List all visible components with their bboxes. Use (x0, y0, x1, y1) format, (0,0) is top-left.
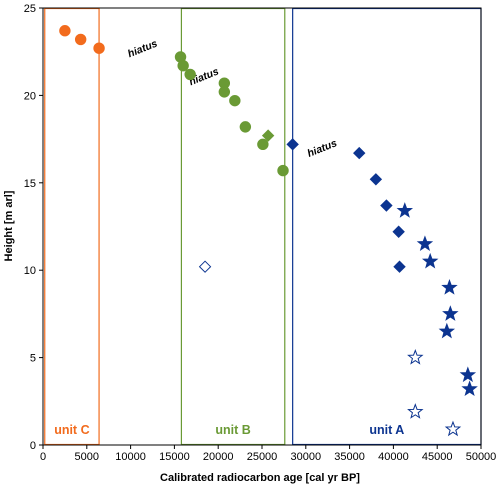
unit-a-diamond-point (369, 173, 383, 186)
unit-a-star-point (461, 380, 478, 397)
unit-a-star-point (438, 322, 456, 339)
hiatus-label: hiatus (126, 38, 159, 61)
unit-c-circle-point (59, 25, 71, 37)
plot-frame (42, 7, 482, 446)
x-tick-label: 25000 (247, 451, 278, 463)
unit-c-circle-point (74, 33, 87, 46)
y-axis-title: Height [m arl] (3, 190, 15, 261)
y-tick-label: 0 (30, 440, 36, 452)
unit-boxes: unit C unit B unit A (44, 7, 482, 446)
data-points (59, 25, 478, 437)
unit-a-diamond-point (380, 199, 393, 212)
x-tick-label: 35000 (334, 451, 365, 463)
x-tick-label: 0 (40, 451, 46, 463)
unit-a-box (292, 7, 482, 446)
unit-a-star-point (442, 305, 459, 321)
unit-b-circle-point (239, 121, 252, 133)
unit-a-star-point (459, 366, 477, 383)
unit-b-circle-point (229, 94, 241, 107)
axes: 0 5000 10000 15000 20000 25000 30000 35000 40000… (24, 3, 497, 463)
unit-b-circle-point (257, 138, 269, 151)
unit-c-circle-point (93, 42, 105, 54)
unit-b-circle-point (218, 86, 231, 98)
unit-a-label: unit A (369, 423, 404, 437)
y-tick-label: 5 (30, 353, 36, 365)
unit-b-circle-point (184, 68, 196, 81)
unit-a-diamond-point (353, 146, 366, 160)
x-tick-label: 40000 (378, 451, 409, 463)
unit-a-star-point (441, 279, 458, 295)
x-tick-label: 5000 (75, 451, 99, 463)
x-tick-label: 10000 (115, 451, 146, 463)
x-tick-label: 45000 (422, 451, 453, 463)
unit-b-label: unit B (215, 423, 250, 437)
y-tick-label: 25 (24, 3, 36, 15)
x-tick-label: 30000 (291, 451, 322, 463)
unit-c-label: unit C (54, 423, 89, 437)
unit-a-diamond-point (393, 260, 406, 273)
unit-a-open-star-point (407, 348, 424, 365)
x-axis-title: Calibrated radiocarbon age [cal yr BP] (160, 472, 360, 484)
x-tick-label: 50000 (466, 451, 497, 463)
unit-b-circle-point (277, 164, 289, 177)
unit-a-star-point (396, 202, 414, 218)
unit-a-star-point (421, 252, 439, 269)
unit-a-open-star-point (407, 403, 424, 419)
unit-a-diamond-point (392, 225, 405, 238)
y-tick-label: 15 (24, 178, 36, 190)
unit-a-open-diamond-point (198, 260, 212, 273)
unit-b-diamond-point (261, 129, 275, 142)
unit-a-open-star-point (444, 420, 462, 437)
unit-b-circle-point (177, 59, 189, 72)
y-tick-label: 20 (24, 90, 36, 102)
y-tick-label: 10 (24, 265, 36, 277)
x-tick-label: 15000 (159, 451, 190, 463)
hiatus-label: hiatus (306, 137, 339, 160)
x-tick-label: 20000 (203, 451, 234, 463)
unit-a-star-point (416, 235, 434, 251)
unit-a-diamond-point (286, 138, 299, 151)
unit-c-box (44, 7, 100, 446)
